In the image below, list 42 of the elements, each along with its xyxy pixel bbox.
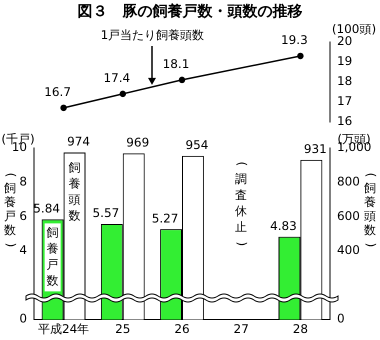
x-tick-label: 25 (115, 322, 130, 336)
x-tick-label: 平成24年 (38, 322, 90, 336)
text: 1戸当たり飼養頭数 (100, 28, 204, 42)
data-label: 969 (126, 135, 150, 150)
annotation: (調査休止) (235, 161, 250, 246)
y-tick-label: 0 (19, 312, 27, 326)
data-label: 931 (304, 142, 327, 156)
data-label: 19.3 (281, 33, 308, 48)
data-label: 17.4 (103, 70, 130, 85)
y-axis-title: (飼養戸数) (4, 172, 18, 248)
y-tick-label: 16 (337, 114, 352, 128)
data-label: 5.27 (152, 211, 178, 226)
y2-tick-label: 800 (337, 174, 360, 188)
point (297, 52, 304, 60)
y2-tick-label: 400 (337, 243, 360, 258)
y-tick-label: 20 (337, 34, 352, 48)
y-tick-label: 4 (19, 243, 27, 258)
y2-axis-title: (飼養頭数) (364, 172, 378, 248)
data-label: 5.57 (92, 206, 120, 220)
y-tick-label: 6 (19, 208, 27, 223)
data-label: 18.1 (162, 57, 190, 72)
series-label: 飼養戸数 (46, 226, 59, 288)
y-tick-label: 18 (337, 74, 352, 88)
point (60, 104, 67, 112)
point (178, 76, 186, 84)
x-tick-label: 27 (234, 322, 249, 336)
data-label: 954 (186, 138, 208, 152)
y-tick-label: 19 (337, 54, 352, 68)
x-tick-label: 28 (292, 322, 308, 336)
chart-title: 図３ 豚の飼養戸数・頭数の推移 (76, 2, 304, 21)
data-label: 4.83 (270, 218, 297, 233)
y2-tick-label: 600 (337, 208, 360, 223)
x-tick-label: 26 (174, 322, 190, 336)
y-tick-label: 10 (12, 140, 27, 154)
y-tick-label: 8 (19, 174, 27, 188)
series-label: 飼養頭数 (68, 160, 81, 223)
y-axis-title: (100頭) (332, 22, 376, 36)
y-tick-label: 17 (337, 94, 352, 108)
data-label: 974 (67, 134, 90, 149)
point (120, 90, 126, 98)
data-label: 5.84 (33, 202, 60, 216)
data-label: 16.7 (44, 84, 71, 99)
